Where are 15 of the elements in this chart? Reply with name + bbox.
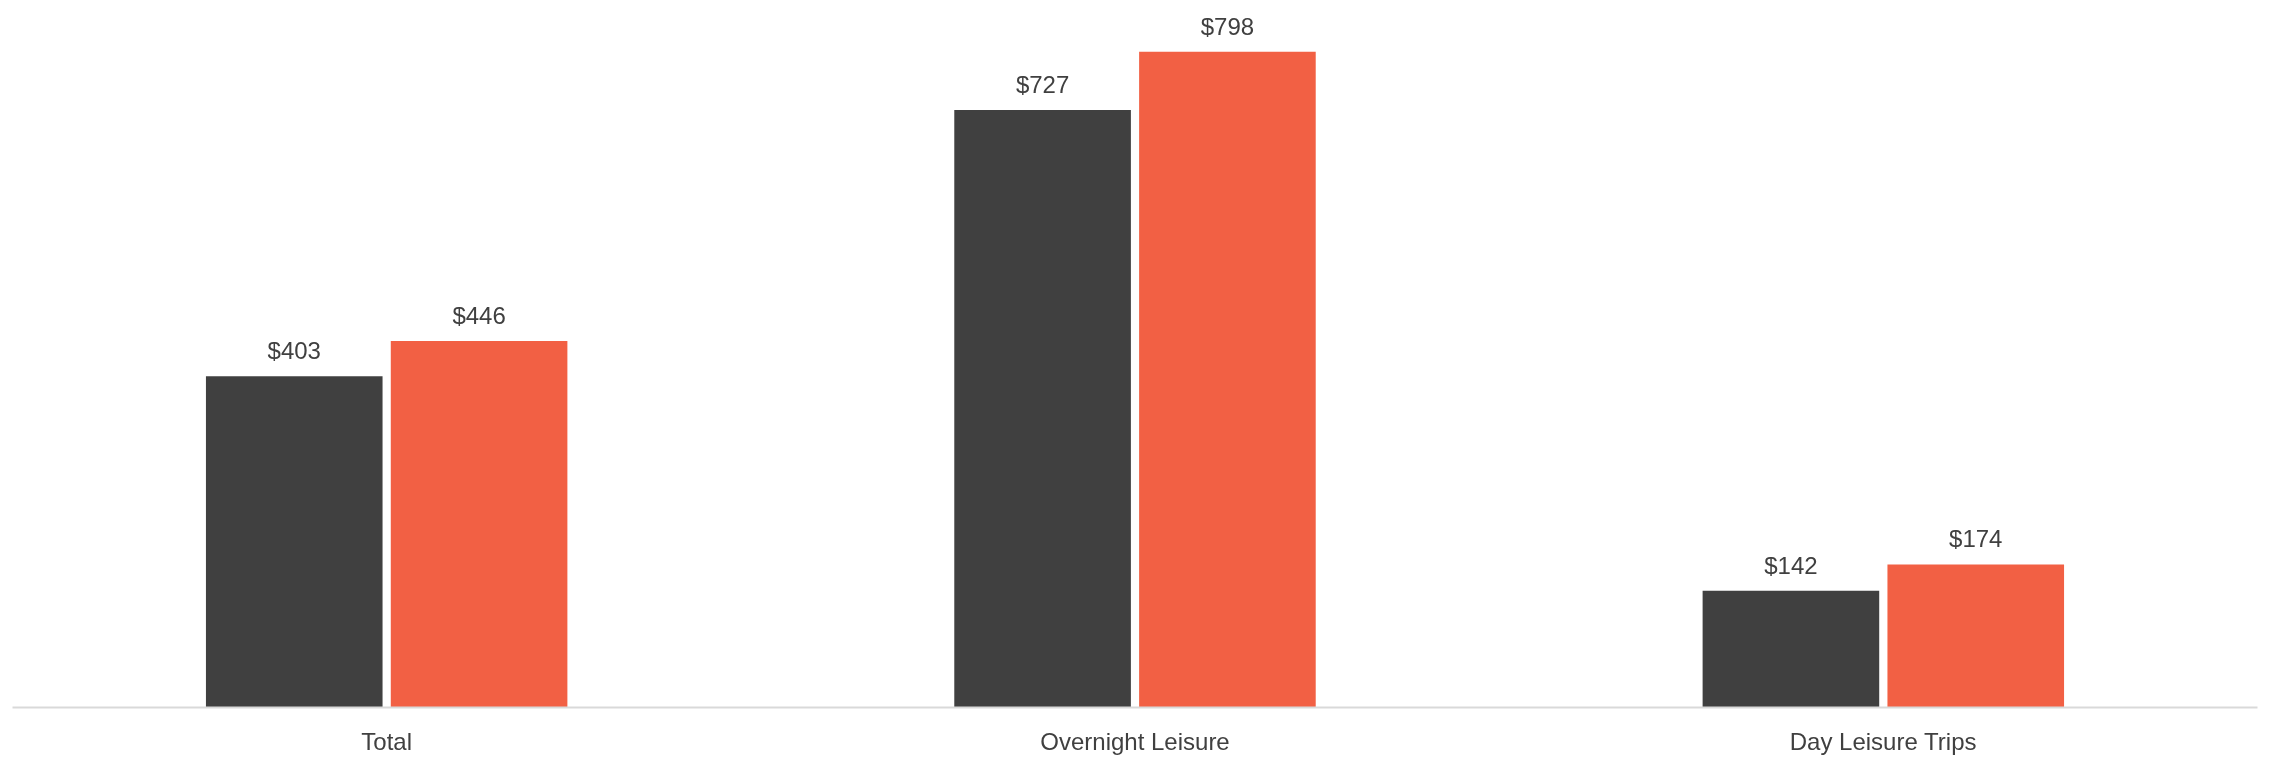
data-label: $174 [1949,525,2003,553]
x-tick-label: Day Leisure Trips [1789,727,1977,755]
data-label: $727 [1015,71,1070,99]
bar [1139,51,1316,708]
bar [390,340,568,708]
bar [1887,564,2065,708]
bar [1702,590,1880,708]
x-tick-label: Overnight Leisure [1040,727,1230,755]
data-label: $446 [452,301,506,329]
x-tick-label: Total [361,727,413,755]
bar [205,376,383,708]
data-label: $142 [1764,551,1818,579]
bar [954,110,1131,708]
data-label: $798 [1200,12,1255,40]
data-label: $403 [267,337,321,365]
